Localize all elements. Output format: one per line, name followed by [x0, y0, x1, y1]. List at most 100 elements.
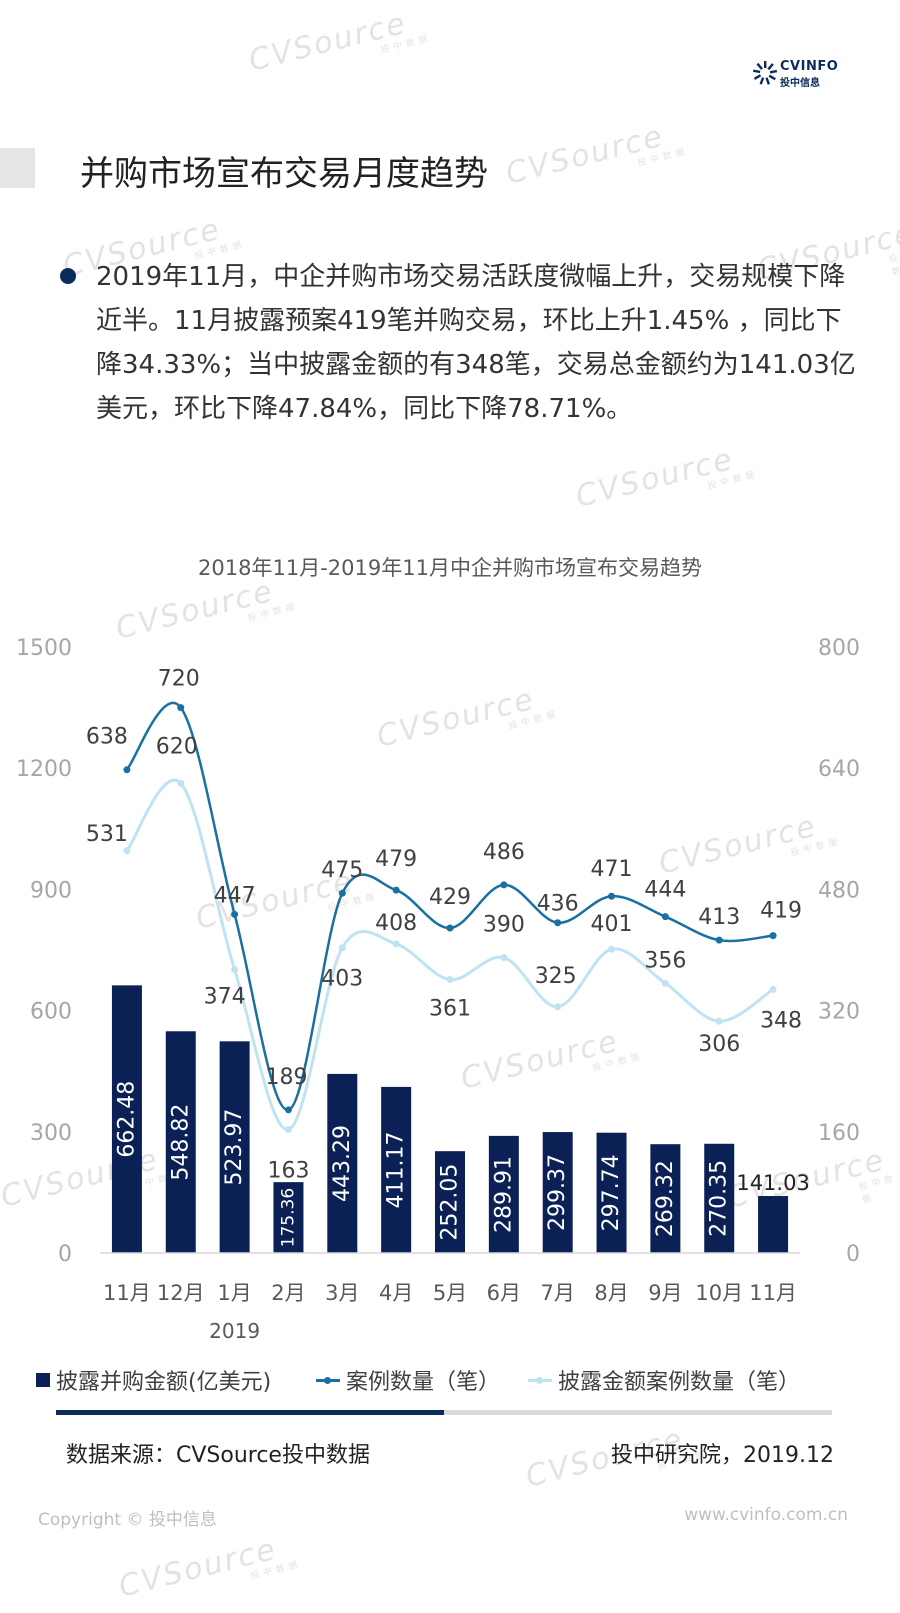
category-label: 11月: [103, 1281, 151, 1305]
series-point: [500, 954, 508, 962]
series-point: [123, 847, 131, 855]
left-axis-tick-label: 600: [30, 1000, 72, 1025]
bar: [596, 1132, 627, 1253]
summary-text: 2019年11月，中企并购市场交易活跃度微幅上升，交易规模下降近半。11月披露预…: [96, 262, 856, 424]
bar: [381, 1086, 412, 1253]
legend-item-amount: 披露并购金额(亿美元): [36, 1364, 271, 1396]
category-label: 6月: [487, 1281, 521, 1305]
progress-bar: [56, 1410, 832, 1415]
disclosed-count-data-label: 403: [321, 967, 363, 992]
disclosed-count-data-label: 356: [644, 948, 686, 973]
legend-label: 案例数量（笔）: [346, 1370, 501, 1395]
category-label: 2月: [271, 1281, 305, 1305]
bar: [704, 1143, 735, 1253]
series-point: [769, 932, 777, 940]
series-point: [554, 919, 562, 927]
right-axis-tick-label: 640: [818, 757, 860, 782]
count-data-label: 475: [321, 858, 363, 883]
bar-data-label: 141.03: [736, 1171, 809, 1195]
bar: [273, 1182, 304, 1253]
series-point: [284, 1126, 292, 1134]
bar-data-label: 662.48: [114, 1081, 139, 1158]
bar-data-label: 270.35: [707, 1160, 732, 1237]
bar-data-label: 175.36: [278, 1188, 298, 1247]
legend-label: 披露金额案例数量（笔）: [558, 1370, 801, 1395]
legend-swatch-line: [316, 1376, 340, 1384]
legend-item-disclosed-count: 披露金额案例数量（笔）: [528, 1364, 800, 1396]
bar: [327, 1073, 358, 1253]
bar-data-label: 411.17: [384, 1131, 409, 1208]
series-point: [769, 985, 777, 993]
logo-text-cn: 投中信息: [780, 78, 820, 89]
count-data-label: 447: [214, 883, 256, 908]
combo-chart: 0 300 600 900 1200 1500 0 160 320 480 640 800 662.48…: [16, 636, 860, 1343]
series-point: [231, 910, 239, 918]
bar: [219, 1041, 250, 1253]
right-axis-tick-label: 800: [818, 636, 860, 661]
bar-data-label: 297.74: [599, 1154, 624, 1231]
series-point: [554, 1003, 562, 1011]
series-point: [392, 886, 400, 894]
bar-data-label: 523.97: [222, 1109, 247, 1186]
category-label: 12月: [157, 1281, 205, 1305]
right-axis-tick-label: 320: [818, 1000, 860, 1025]
bullet-icon: [60, 268, 76, 284]
count-data-label: 413: [698, 905, 740, 930]
series-point: [392, 940, 400, 948]
category-label: 3月: [325, 1281, 359, 1305]
series-point: [715, 936, 723, 944]
bar-data-label: 289.91: [491, 1156, 516, 1233]
count-data-label: 471: [591, 857, 633, 882]
category-label: 8月: [594, 1281, 628, 1305]
legend-swatch-bar: [36, 1373, 50, 1387]
left-axis-tick-label: 1500: [16, 636, 72, 661]
cvinfo-logo-icon: [753, 61, 778, 85]
chart-legend: 披露并购金额(亿美元) 案例数量（笔） 披露金额案例数量（笔）: [36, 1364, 866, 1400]
bar-data-label: 269.32: [653, 1160, 678, 1237]
page-title: 并购市场宣布交易月度趋势: [80, 154, 488, 194]
category-label: 4月: [379, 1281, 413, 1305]
legend-swatch-line: [528, 1376, 552, 1384]
series-point: [608, 945, 616, 953]
series-point: [338, 944, 346, 952]
logo-text-en: CVINFO: [780, 59, 839, 74]
disclosed-count-data-label: 306: [698, 1032, 740, 1057]
bar: [650, 1144, 681, 1253]
bar-data-label: 548.82: [168, 1104, 193, 1181]
title-accent-bar: [0, 148, 35, 188]
right-axis-tick-label: 0: [846, 1242, 860, 1267]
category-label: 1月: [217, 1281, 251, 1305]
category-year-label: 2019: [209, 1319, 260, 1343]
bar-data-label: 252.05: [438, 1164, 463, 1241]
count-data-label: 444: [644, 878, 686, 903]
website-link[interactable]: www.cvinfo.com.cn: [684, 1505, 848, 1525]
legend-label: 披露并购金额(亿美元): [56, 1370, 272, 1395]
bar-data-label: 443.29: [330, 1125, 355, 1202]
disclosed-count-data-label: 361: [429, 997, 471, 1022]
count-data-label: 479: [375, 847, 417, 872]
count-data-label: 720: [158, 667, 200, 692]
disclosed-count-data-label: 390: [483, 913, 525, 938]
category-label: 10月: [695, 1281, 743, 1305]
bar: [165, 1031, 196, 1253]
bar: [435, 1151, 465, 1253]
data-source: 数据来源：CVSource投中数据: [66, 1443, 370, 1468]
category-label: 9月: [648, 1281, 682, 1305]
series-point: [231, 966, 239, 974]
series-point: [177, 704, 185, 712]
disclosed-count-data-label: 163: [267, 1159, 309, 1184]
progress-bar-fill: [56, 1410, 444, 1415]
series-point: [284, 1106, 292, 1114]
chart-title: 2018年11月-2019年11月中企并购市场宣布交易趋势: [198, 556, 702, 580]
count-data-label: 429: [429, 885, 471, 910]
disclosed-count-data-label: 620: [156, 734, 198, 759]
disclosed-count-data-label: 325: [535, 964, 577, 989]
right-axis-tick-label: 480: [818, 878, 860, 903]
category-label: 11月: [749, 1281, 797, 1305]
left-axis-tick-label: 300: [30, 1121, 72, 1146]
series-point: [446, 976, 454, 984]
bar: [542, 1132, 573, 1253]
series-point: [446, 924, 454, 932]
copyright: Copyright © 投中信息: [38, 1510, 217, 1530]
category-label: 7月: [541, 1281, 575, 1305]
